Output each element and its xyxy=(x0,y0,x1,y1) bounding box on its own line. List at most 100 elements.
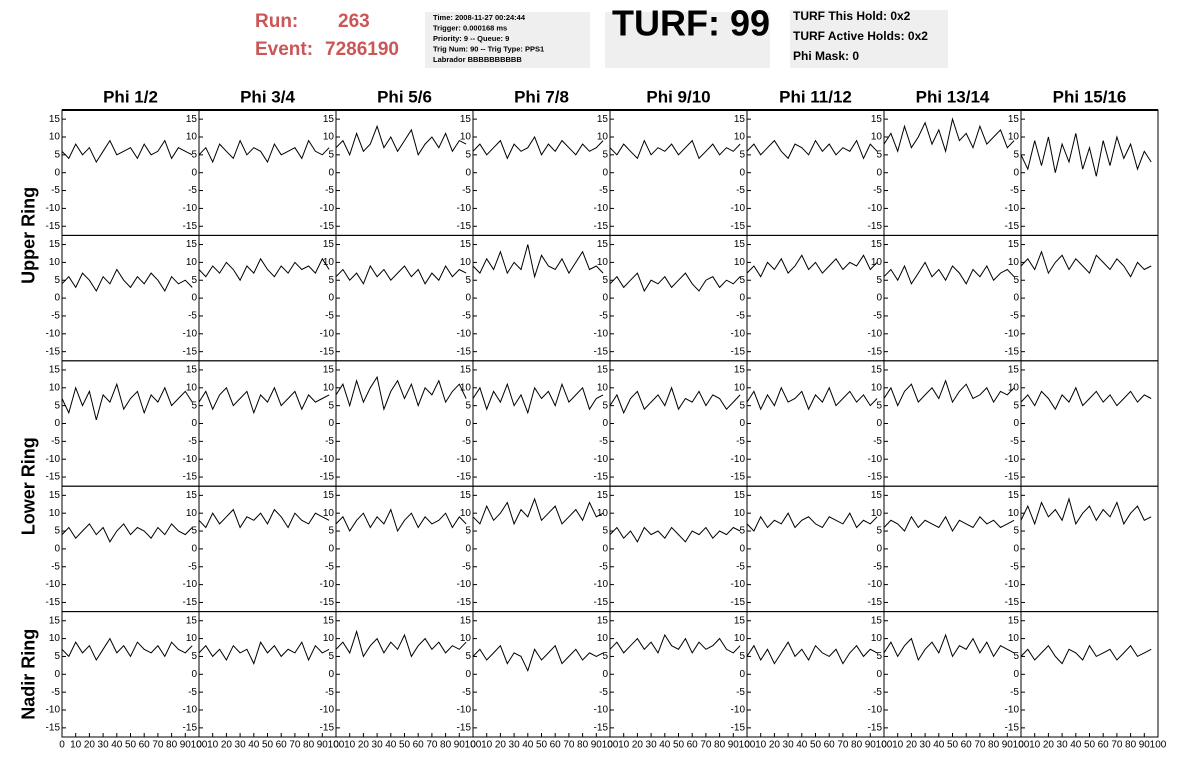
x-tick-label: 80 xyxy=(577,740,589,751)
x-tick-label: 30 xyxy=(509,740,521,751)
panel-frame xyxy=(609,360,748,487)
x-tick-label: 40 xyxy=(111,740,123,751)
y-tick-label: 0 xyxy=(191,167,197,178)
y-tick-label: 0 xyxy=(739,418,745,429)
y-tick-label: -5 xyxy=(599,436,608,447)
y-tick-label: 0 xyxy=(328,293,334,304)
y-tick-label: 15 xyxy=(186,490,198,501)
waveform xyxy=(335,508,467,533)
panel-frame xyxy=(883,234,1022,362)
y-tick-label: -10 xyxy=(868,203,883,214)
y-tick-label: -10 xyxy=(1005,203,1020,214)
y-tick-label: -15 xyxy=(320,597,335,608)
y-tick-label: 10 xyxy=(186,508,198,519)
y-tick-label: -10 xyxy=(320,203,335,214)
waveform xyxy=(198,139,330,164)
panel-frame xyxy=(472,234,611,362)
column-header: Phi 11/12 xyxy=(779,87,852,106)
panel-frame xyxy=(883,360,1022,487)
y-tick-label: -5 xyxy=(736,311,745,322)
y-tick-label: -15 xyxy=(731,346,746,357)
y-tick-label: 0 xyxy=(191,669,197,680)
y-tick-label: -5 xyxy=(188,436,197,447)
y-tick-label: 0 xyxy=(328,669,334,680)
panel-frame xyxy=(746,611,885,738)
y-tick-label: -15 xyxy=(1005,722,1020,733)
y-tick-label: 15 xyxy=(323,114,335,125)
y-tick-label: -10 xyxy=(868,328,883,339)
y-tick-label: 5 xyxy=(54,651,60,662)
x-tick-label: 0 xyxy=(881,740,887,751)
waveform xyxy=(335,264,467,285)
info-line: Trig Num: 90 -- Trig Type: PPS1 xyxy=(433,44,544,53)
waveform xyxy=(609,386,741,415)
waveform xyxy=(746,386,878,411)
y-tick-label: 5 xyxy=(328,651,334,662)
y-tick-label: -10 xyxy=(1005,454,1020,465)
x-tick-label: 80 xyxy=(1125,740,1137,751)
y-tick-label: -15 xyxy=(1005,221,1020,232)
y-tick-label: -15 xyxy=(457,346,472,357)
y-tick-label: -5 xyxy=(1010,687,1019,698)
y-tick-label: 10 xyxy=(871,132,883,143)
y-tick-label: 5 xyxy=(54,526,60,537)
panel-frame xyxy=(883,109,1022,236)
x-tick-label: 100 xyxy=(739,740,756,751)
y-tick-label: -5 xyxy=(873,185,882,196)
y-tick-label: -10 xyxy=(868,454,883,465)
y-tick-label: -5 xyxy=(736,561,745,572)
info-line: Priority: 9 -- Queue: 9 xyxy=(433,34,509,43)
y-tick-label: 0 xyxy=(739,669,745,680)
y-tick-label: 0 xyxy=(54,544,60,555)
y-tick-label: 10 xyxy=(734,508,746,519)
y-tick-label: 5 xyxy=(876,149,882,160)
y-tick-label: 10 xyxy=(1008,633,1020,644)
y-tick-label: 15 xyxy=(323,365,335,376)
x-tick-label: 100 xyxy=(328,740,345,751)
panel-frame xyxy=(335,109,474,236)
y-tick-label: -15 xyxy=(46,722,61,733)
y-tick-label: -5 xyxy=(51,436,60,447)
y-tick-label: 0 xyxy=(1013,669,1019,680)
y-tick-label: 5 xyxy=(328,275,334,286)
y-tick-label: 0 xyxy=(876,418,882,429)
y-tick-label: 10 xyxy=(323,382,335,393)
turf-info-line: TURF This Hold: 0x2 xyxy=(793,9,911,23)
x-tick-label: 30 xyxy=(920,740,932,751)
y-tick-label: -15 xyxy=(183,722,198,733)
y-tick-label: 0 xyxy=(54,669,60,680)
panel-frame xyxy=(198,485,337,613)
x-tick-label: 10 xyxy=(892,740,904,751)
info-box xyxy=(425,12,590,68)
x-tick-label: 40 xyxy=(522,740,534,751)
panel-frame xyxy=(198,611,337,738)
turf-box xyxy=(605,12,770,68)
y-tick-label: 15 xyxy=(323,615,335,626)
y-tick-label: 10 xyxy=(323,633,335,644)
x-tick-label: 50 xyxy=(262,740,274,751)
x-tick-label: 100 xyxy=(876,740,893,751)
panel-frame xyxy=(609,109,748,236)
y-tick-label: 5 xyxy=(465,651,471,662)
x-tick-label: 10 xyxy=(207,740,219,751)
x-tick-label: 50 xyxy=(673,740,685,751)
y-tick-label: -5 xyxy=(51,687,60,698)
y-tick-label: -10 xyxy=(320,579,335,590)
y-tick-label: 0 xyxy=(328,167,334,178)
x-tick-label: 40 xyxy=(248,740,260,751)
y-tick-label: -15 xyxy=(457,597,472,608)
y-tick-label: -10 xyxy=(594,579,609,590)
y-tick-label: 0 xyxy=(602,293,608,304)
info-line: Time: 2008-11-27 00:24:44 xyxy=(433,13,526,22)
column-header: Phi 13/14 xyxy=(916,87,990,106)
panel-frame xyxy=(61,234,200,362)
y-tick-label: 15 xyxy=(460,365,472,376)
y-tick-label: -5 xyxy=(462,561,471,572)
x-tick-label: 0 xyxy=(1018,740,1024,751)
turf-info-line: Phi Mask: 0 xyxy=(793,49,859,63)
waveform xyxy=(198,257,330,282)
x-tick-label: 60 xyxy=(413,740,425,751)
y-tick-label: -15 xyxy=(868,722,883,733)
y-tick-label: 10 xyxy=(460,633,472,644)
